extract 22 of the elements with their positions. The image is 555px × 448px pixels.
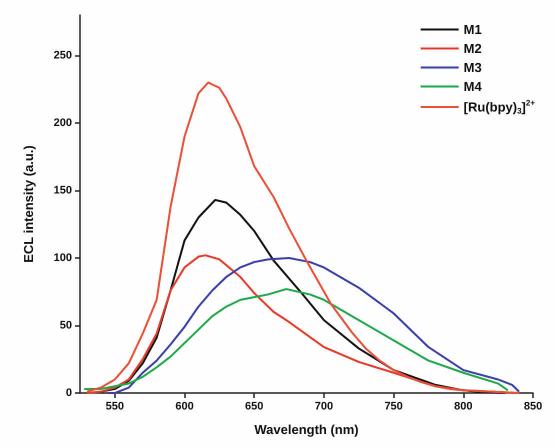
x-tick-label: 550 [106,400,124,412]
legend-label: M4 [464,79,482,94]
x-tick-label: 700 [314,400,334,412]
line-series [86,82,520,394]
legend-label: M2 [464,41,482,56]
y-tick-label: 200 [54,117,72,129]
line-series [100,198,506,394]
x-axis-title: Wavelength (nm) [254,422,359,437]
x-tick-label: 600 [175,400,194,412]
y-tick-label: 100 [54,252,72,264]
x-tick-label: 800 [454,400,472,412]
x-tick-label: 850 [524,400,542,412]
legend-label: M1 [464,22,482,37]
x-tick-label: 750 [384,400,403,412]
y-tick-label: 50 [60,320,72,332]
x-tick-label: 650 [245,400,264,412]
y-tick-label: 150 [54,184,72,196]
y-tick-label: 0 [66,387,72,399]
y-tick-label: 250 [54,50,72,62]
y-axis-title: ECL intensity (a.u.) [21,145,36,263]
line-series [83,288,509,392]
legend-label: M3 [464,60,482,75]
